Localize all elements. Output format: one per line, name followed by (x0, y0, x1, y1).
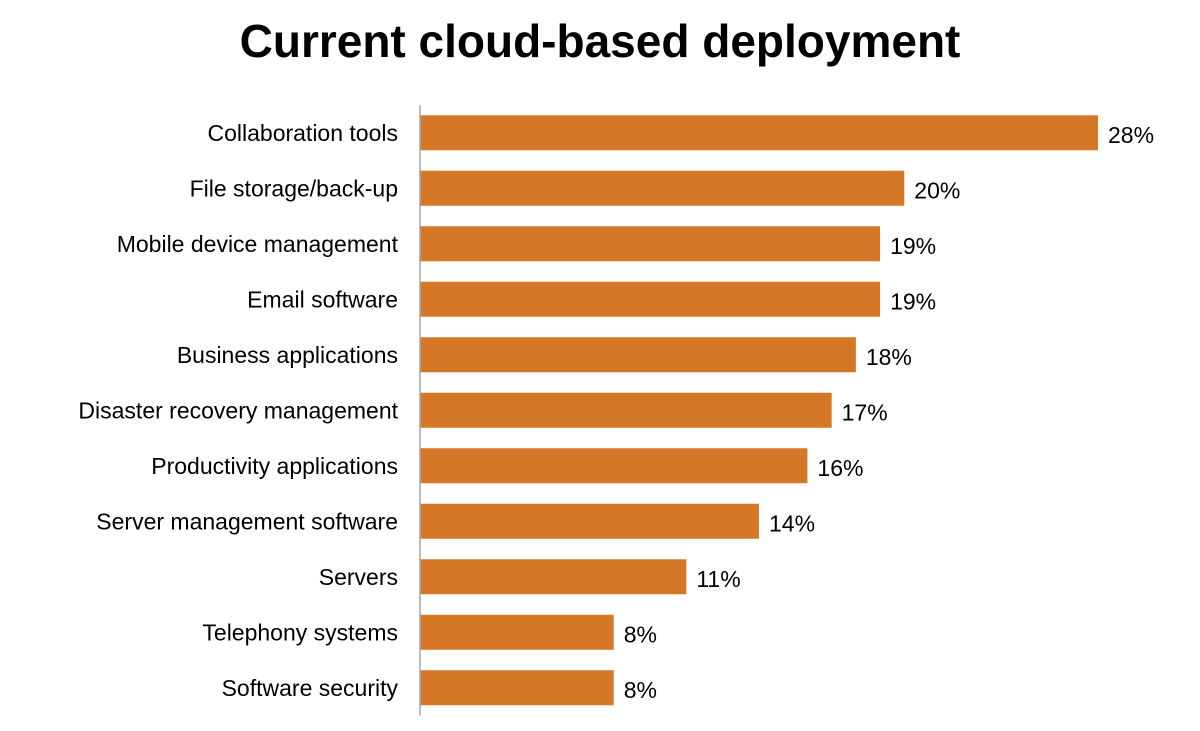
category-label: Disaster recovery management (78, 397, 398, 423)
category-label: Collaboration tools (207, 120, 398, 146)
category-label: Mobile device management (117, 231, 399, 257)
category-label: Software security (222, 675, 399, 701)
category-label: Business applications (177, 342, 398, 368)
category-label: Servers (319, 564, 398, 590)
bar (420, 170, 905, 206)
bar (420, 392, 832, 428)
data-label: 20% (914, 177, 960, 203)
data-label: 14% (769, 510, 815, 536)
category-label: Telephony systems (202, 619, 398, 645)
bar (420, 226, 881, 262)
bar (420, 115, 1098, 151)
category-label: File storage/back-up (190, 175, 398, 201)
category-label: Email software (247, 286, 398, 312)
category-label: Server management software (96, 508, 398, 534)
bar (420, 670, 614, 706)
data-label: 18% (866, 344, 912, 370)
data-label: 8% (624, 621, 657, 647)
bar (420, 281, 881, 317)
bar (420, 337, 856, 373)
chart-title: Current cloud-based deployment (239, 15, 961, 67)
data-label: 17% (842, 399, 888, 425)
category-label: Productivity applications (151, 453, 398, 479)
data-label: 19% (890, 288, 936, 314)
bar (420, 559, 687, 595)
bar (420, 448, 808, 484)
data-label: 16% (817, 455, 863, 481)
data-label: 11% (696, 566, 740, 592)
data-label: 28% (1108, 122, 1154, 148)
bars-layer: Collaboration tools 28% File storage/back-… (78, 115, 1154, 706)
bar (420, 614, 614, 650)
data-label: 8% (624, 677, 657, 703)
bar (420, 503, 759, 539)
data-label: 19% (890, 233, 936, 259)
